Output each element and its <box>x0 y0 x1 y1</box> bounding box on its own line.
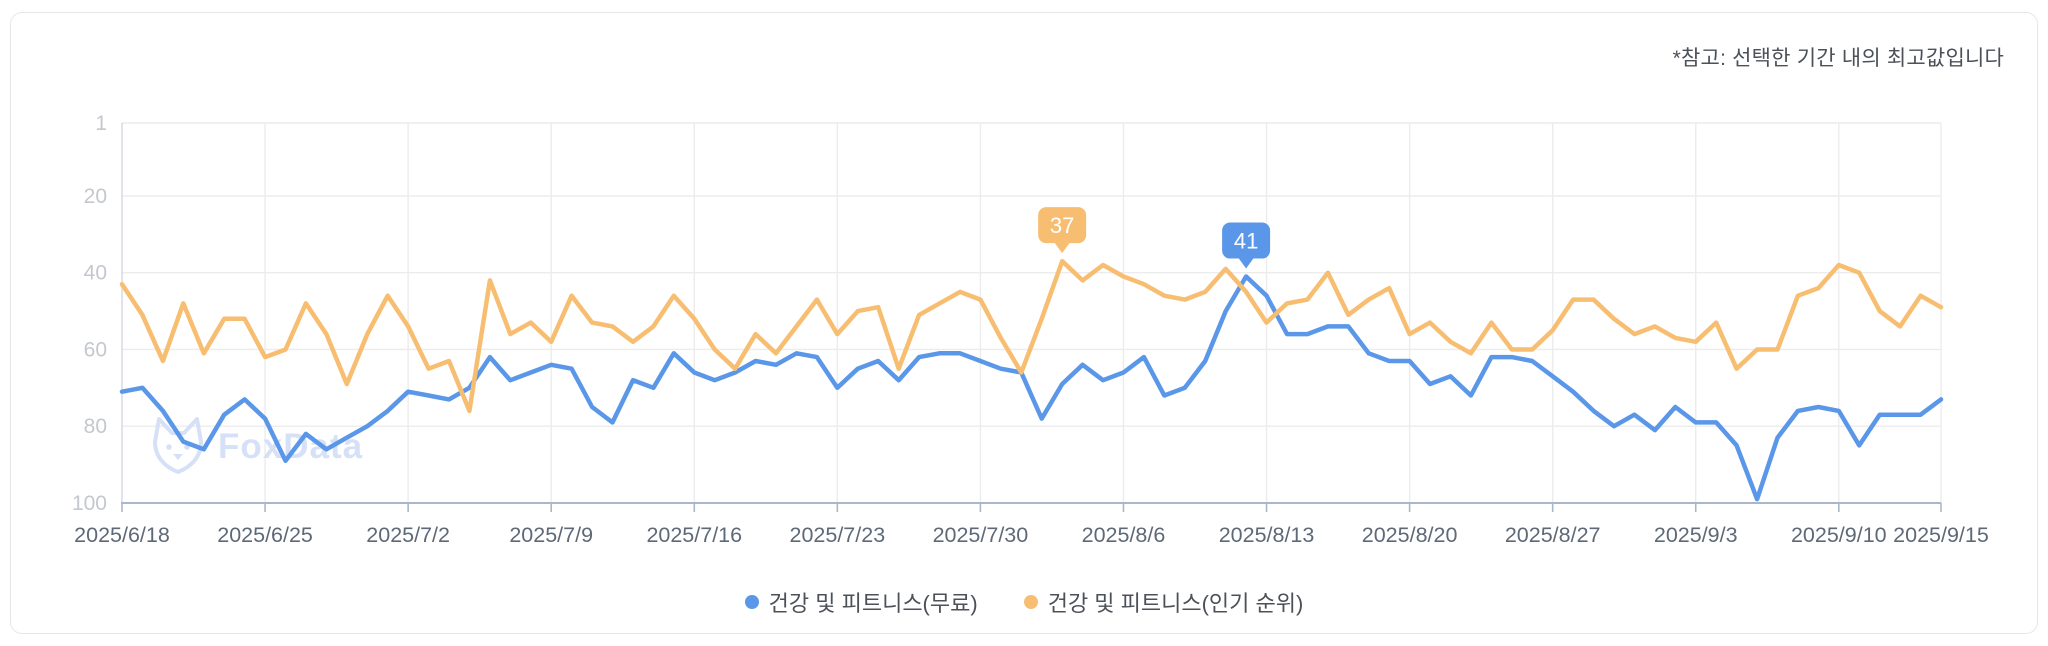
x-axis-label: 2025/6/25 <box>217 523 313 547</box>
x-axis-label: 2025/9/15 <box>1893 523 1989 547</box>
y-axis-label: 20 <box>84 185 107 208</box>
x-axis-label: 2025/8/20 <box>1362 523 1458 547</box>
x-axis-label: 2025/8/27 <box>1505 523 1601 547</box>
x-axis-label: 2025/7/23 <box>790 523 886 547</box>
y-axis-label: 80 <box>84 415 107 438</box>
legend-item-popular[interactable]: 건강 및 피트니스(인기 순위) <box>1023 586 1304 618</box>
x-axis-label: 2025/9/3 <box>1654 523 1738 547</box>
y-axis-label: 40 <box>84 262 107 285</box>
watermark-text: FoxData <box>218 427 363 466</box>
max-badge-label: 41 <box>1234 229 1258 254</box>
x-axis-label: 2025/8/6 <box>1082 523 1166 547</box>
y-axis-label: 1 <box>95 112 107 135</box>
x-axis-label: 2025/8/13 <box>1219 523 1315 547</box>
legend-dot-free-icon <box>744 595 759 609</box>
legend: 건강 및 피트니스(무료) 건강 및 피트니스(인기 순위) <box>0 586 2048 618</box>
x-axis-label: 2025/9/10 <box>1791 523 1887 547</box>
legend-item-free[interactable]: 건강 및 피트니스(무료) <box>744 586 978 618</box>
max-badge-label: 37 <box>1050 213 1074 238</box>
watermark: FoxData <box>153 417 363 474</box>
x-axis-label: 2025/7/30 <box>933 523 1029 547</box>
max-badge-orange: 37 <box>1038 207 1087 254</box>
x-axis-label: 2025/6/18 <box>74 523 170 547</box>
fox-logo-icon <box>153 417 203 474</box>
y-axis-label: 100 <box>72 492 107 515</box>
chart-card <box>10 12 2038 634</box>
note-text: *참고: 선택한 기간 내의 최고값입니다 <box>1672 47 2004 70</box>
series-line-popular <box>119 258 1944 414</box>
legend-label-popular: 건강 및 피트니스(인기 순위) <box>1047 591 1304 616</box>
legend-label-free: 건강 및 피트니스(무료) <box>768 591 978 616</box>
legend-dot-popular-icon <box>1023 595 1038 609</box>
y-axis-label: 60 <box>84 338 107 361</box>
series-line-free <box>119 274 1944 502</box>
x-axis-label: 2025/7/2 <box>366 523 450 547</box>
max-badge-blue: 41 <box>1222 222 1271 269</box>
x-axis-label: 2025/7/16 <box>646 523 742 547</box>
x-axis-label: 2025/7/9 <box>509 523 593 547</box>
